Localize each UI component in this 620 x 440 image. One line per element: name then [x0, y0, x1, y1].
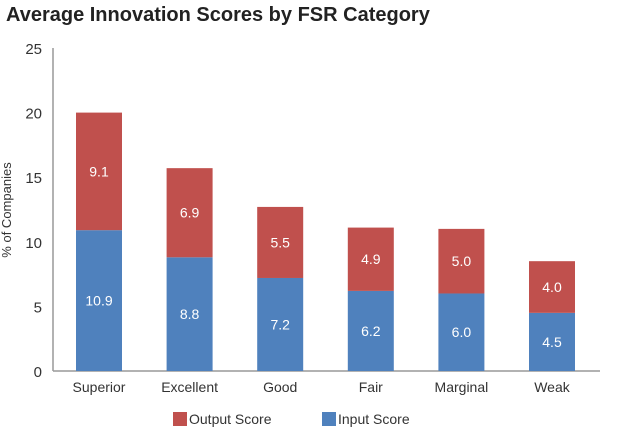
x-tick-label: Fair — [359, 379, 383, 395]
y-tick-label: 0 — [34, 364, 42, 381]
data-label: 5.5 — [270, 234, 290, 250]
legend-label: Output Score — [189, 411, 272, 427]
bar-segment — [438, 228, 485, 294]
bar-segment — [166, 257, 213, 371]
bar-segment — [257, 206, 304, 278]
bar-segment — [257, 277, 304, 371]
y-tick-label: 20 — [25, 106, 42, 123]
x-tick-label: Marginal — [435, 379, 489, 395]
x-tick-label: Weak — [534, 379, 571, 395]
bar-segment — [438, 293, 485, 371]
x-tick-label: Superior — [73, 379, 126, 395]
x-tick-label: Excellent — [161, 379, 218, 395]
data-label: 6.9 — [180, 205, 200, 221]
x-tick-label: Good — [263, 379, 297, 395]
data-label: 6.2 — [361, 323, 381, 339]
data-label: 7.2 — [270, 316, 290, 332]
legend-label: Input Score — [338, 411, 410, 427]
chart-title: Average Innovation Scores by FSR Categor… — [6, 4, 430, 26]
y-tick-label: 25 — [25, 41, 42, 58]
bar-segment — [347, 227, 394, 291]
legend-swatch — [322, 412, 336, 426]
data-label: 10.9 — [85, 293, 112, 309]
y-axis-label: % of Companies — [0, 162, 14, 258]
bar-segment — [529, 261, 575, 313]
y-tick-label: 5 — [34, 299, 42, 316]
bar-segment — [166, 168, 213, 258]
data-label: 9.1 — [89, 163, 109, 179]
data-label: 6.0 — [452, 324, 472, 340]
bar-segment — [76, 112, 122, 231]
y-tick-label: 15 — [25, 170, 42, 187]
bar-segment — [347, 290, 394, 371]
data-label: 8.8 — [180, 306, 200, 322]
bar-segment — [76, 230, 122, 371]
legend-swatch — [173, 412, 187, 426]
data-label: 5.0 — [452, 253, 472, 269]
bar-segment — [529, 312, 575, 371]
data-label: 4.9 — [361, 251, 381, 267]
data-label: 4.0 — [542, 279, 562, 295]
data-label: 4.5 — [542, 334, 562, 350]
y-tick-label: 10 — [25, 235, 42, 252]
